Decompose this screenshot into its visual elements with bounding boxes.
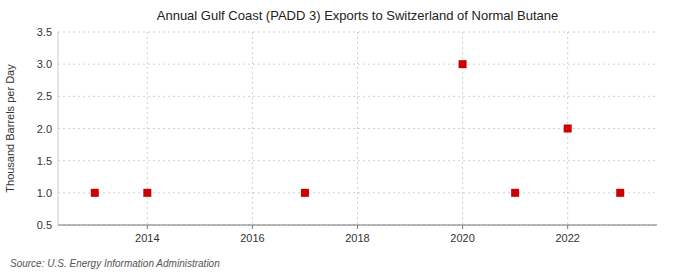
grid	[58, 32, 657, 225]
chart-container: 2014 2016 2018 2020 2022 0.5 1.0 1.5 2.0 2.5 3.0 3.…	[0, 0, 675, 275]
point	[616, 189, 624, 197]
x-tick	[567, 225, 568, 229]
x-grid-line	[252, 32, 253, 225]
x-tick-label: 2018	[345, 232, 369, 244]
title: Annual Gulf Coast (PADD 3) Exports to Sw…	[157, 8, 559, 23]
axes: 2014 2016 2018 2020 2022 0.5 1.0 1.5 2.0 2.5 3.0 3.…	[37, 26, 657, 244]
point	[91, 189, 99, 197]
chart: 2014 2016 2018 2020 2022 0.5 1.0 1.5 2.0 2.5 3.0 3.…	[0, 0, 675, 275]
x-grid-line	[357, 32, 358, 225]
y-tick-label: 2.5	[37, 90, 52, 102]
y-axis-label: Thousand Barrels per Day	[4, 64, 16, 193]
y-tick-label: 1.0	[37, 187, 52, 199]
x-tick-label: 2022	[555, 232, 579, 244]
point	[143, 189, 151, 197]
x-tick	[462, 225, 463, 229]
x-tick	[147, 225, 148, 229]
y-tick-label: 3.0	[37, 58, 52, 70]
point	[511, 189, 519, 197]
y-tick-label: 3.5	[37, 26, 52, 38]
point	[459, 60, 467, 68]
y-grid-line	[58, 160, 657, 161]
y-tick-label: 2.0	[37, 123, 52, 135]
point	[564, 125, 572, 133]
source: Source: U.S. Energy Information Administ…	[10, 258, 220, 269]
y-tick-label: 0.5	[37, 219, 52, 231]
y-grid-line	[58, 96, 657, 97]
x-tick-label: 2016	[240, 232, 264, 244]
point	[301, 189, 309, 197]
x-tick	[252, 225, 253, 229]
x-tick	[357, 225, 358, 229]
points	[91, 60, 624, 197]
x-tick-label: 2020	[450, 232, 474, 244]
x-tick-label: 2014	[135, 232, 159, 244]
y-axis-line	[58, 32, 59, 225]
y-tick-label: 1.5	[37, 155, 52, 167]
